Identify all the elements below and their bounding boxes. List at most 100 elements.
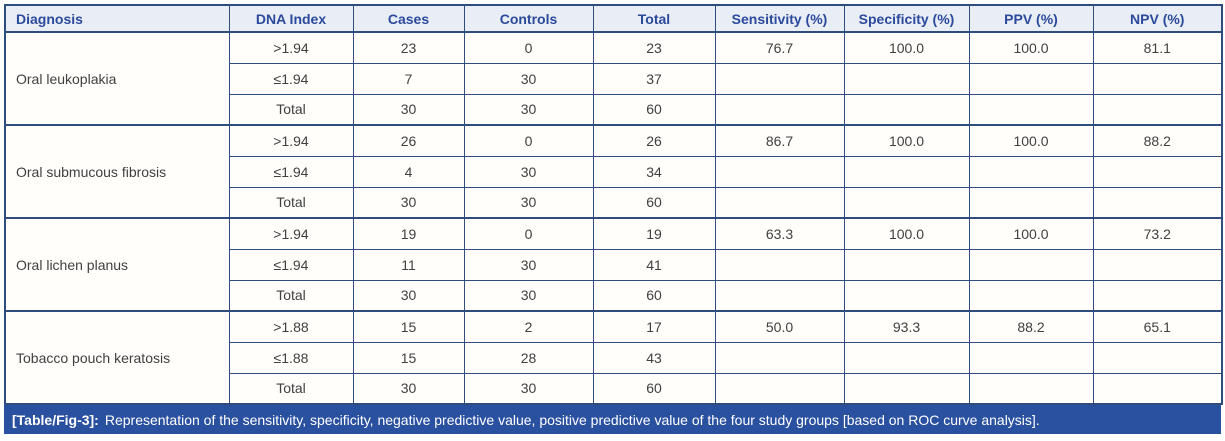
- npv-cell: [1092, 279, 1223, 312]
- diagnosis-cell: Oral leukoplakia: [4, 31, 230, 126]
- total-cell: 60: [592, 186, 716, 219]
- cases-cell: 4: [352, 155, 465, 188]
- total-cell: 23: [592, 31, 716, 64]
- dna-index-cell: >1.94: [228, 217, 354, 250]
- controls-cell: 2: [463, 310, 594, 343]
- sensitivity-cell: [714, 62, 845, 95]
- table-row: ≤1.88 15 28 43: [5, 341, 1223, 374]
- sensitivity-cell: [714, 341, 845, 374]
- cases-cell: 30: [352, 93, 465, 126]
- sensitivity-cell: [714, 248, 845, 281]
- specificity-cell: [843, 186, 970, 219]
- specificity-cell: 93.3: [843, 310, 970, 343]
- ppv-cell: [968, 62, 1094, 95]
- cases-cell: 15: [352, 341, 465, 374]
- column-header-specificity: Specificity (%): [843, 4, 970, 33]
- specificity-cell: [843, 372, 970, 405]
- total-cell: 60: [592, 279, 716, 312]
- dna-index-cell: >1.88: [228, 310, 354, 343]
- dna-index-cell: ≤1.94: [228, 62, 354, 95]
- specificity-cell: [843, 248, 970, 281]
- npv-cell: [1092, 186, 1223, 219]
- cases-cell: 23: [352, 31, 465, 64]
- total-cell: 17: [592, 310, 716, 343]
- ppv-cell: 100.0: [968, 217, 1094, 250]
- cases-cell: 19: [352, 217, 465, 250]
- dna-index-cell: ≤1.94: [228, 248, 354, 281]
- controls-cell: 30: [463, 279, 594, 312]
- total-cell: 26: [592, 124, 716, 157]
- dna-index-cell: ≤1.94: [228, 155, 354, 188]
- column-header-dna-index: DNA Index: [228, 4, 354, 33]
- cases-cell: 30: [352, 279, 465, 312]
- npv-cell: [1092, 248, 1223, 281]
- table-row: Oral submucous fibrosis >1.94 26 0 26 86…: [4, 124, 1223, 219]
- table-row: ≤1.94 7 30 37: [5, 62, 1223, 95]
- npv-cell: [1092, 155, 1223, 188]
- controls-cell: 0: [463, 217, 594, 250]
- diagnosis-cell: Oral lichen planus: [4, 217, 230, 312]
- total-cell: 60: [592, 93, 716, 126]
- total-cell: 43: [592, 341, 716, 374]
- controls-cell: 30: [463, 372, 594, 405]
- npv-cell: [1092, 93, 1223, 126]
- sensitivity-cell: [714, 155, 845, 188]
- total-cell: 19: [592, 217, 716, 250]
- npv-cell: [1092, 62, 1223, 95]
- table-row: ≤1.94 4 30 34: [5, 155, 1223, 188]
- ppv-cell: 100.0: [968, 124, 1094, 157]
- controls-cell: 30: [463, 93, 594, 126]
- total-cell: 41: [592, 248, 716, 281]
- results-table: Diagnosis DNA Index Cases Controls Total…: [4, 4, 1223, 405]
- ppv-cell: 100.0: [968, 31, 1094, 64]
- column-header-npv: NPV (%): [1092, 4, 1223, 33]
- table-row: Oral leukoplakia >1.94 23 0 23 76.7 100.…: [4, 31, 1223, 126]
- sensitivity-cell: 50.0: [714, 310, 845, 343]
- npv-cell: 73.2: [1092, 217, 1223, 250]
- dna-index-cell: Total: [228, 186, 354, 219]
- sensitivity-cell: [714, 372, 845, 405]
- table-row: Oral lichen planus >1.94 19 0 19 63.3 10…: [4, 217, 1223, 312]
- ppv-cell: 88.2: [968, 310, 1094, 343]
- specificity-cell: [843, 155, 970, 188]
- ppv-cell: [968, 93, 1094, 126]
- sensitivity-cell: 63.3: [714, 217, 845, 250]
- specificity-cell: 100.0: [843, 124, 970, 157]
- sensitivity-cell: 76.7: [714, 31, 845, 64]
- controls-cell: 30: [463, 155, 594, 188]
- figure-caption: [Table/Fig-3]: Representation of the sen…: [4, 405, 1221, 434]
- cases-cell: 26: [352, 124, 465, 157]
- diagnosis-cell: Oral submucous fibrosis: [4, 124, 230, 219]
- npv-cell: 65.1: [1092, 310, 1223, 343]
- specificity-cell: 100.0: [843, 31, 970, 64]
- controls-cell: 0: [463, 31, 594, 64]
- column-header-ppv: PPV (%): [968, 4, 1094, 33]
- ppv-cell: [968, 248, 1094, 281]
- dna-index-cell: Total: [228, 372, 354, 405]
- sensitivity-cell: [714, 93, 845, 126]
- specificity-cell: 100.0: [843, 217, 970, 250]
- dna-index-cell: >1.94: [228, 31, 354, 64]
- npv-cell: 81.1: [1092, 31, 1223, 64]
- total-cell: 37: [592, 62, 716, 95]
- ppv-cell: [968, 341, 1094, 374]
- specificity-cell: [843, 279, 970, 312]
- header-row: Diagnosis DNA Index Cases Controls Total…: [4, 4, 1223, 33]
- dna-index-cell: ≤1.88: [228, 341, 354, 374]
- column-header-controls: Controls: [463, 4, 594, 33]
- sensitivity-cell: [714, 186, 845, 219]
- table-row: Tobacco pouch keratosis >1.88 15 2 17 50…: [4, 310, 1223, 405]
- column-header-cases: Cases: [352, 4, 465, 33]
- sensitivity-cell: [714, 279, 845, 312]
- caption-label: [Table/Fig-3]:: [12, 411, 99, 428]
- ppv-cell: [968, 372, 1094, 405]
- dna-index-cell: Total: [228, 279, 354, 312]
- specificity-cell: [843, 62, 970, 95]
- ppv-cell: [968, 279, 1094, 312]
- specificity-cell: [843, 93, 970, 126]
- column-header-total: Total: [592, 4, 716, 33]
- cases-cell: 30: [352, 372, 465, 405]
- total-cell: 34: [592, 155, 716, 188]
- cases-cell: 11: [352, 248, 465, 281]
